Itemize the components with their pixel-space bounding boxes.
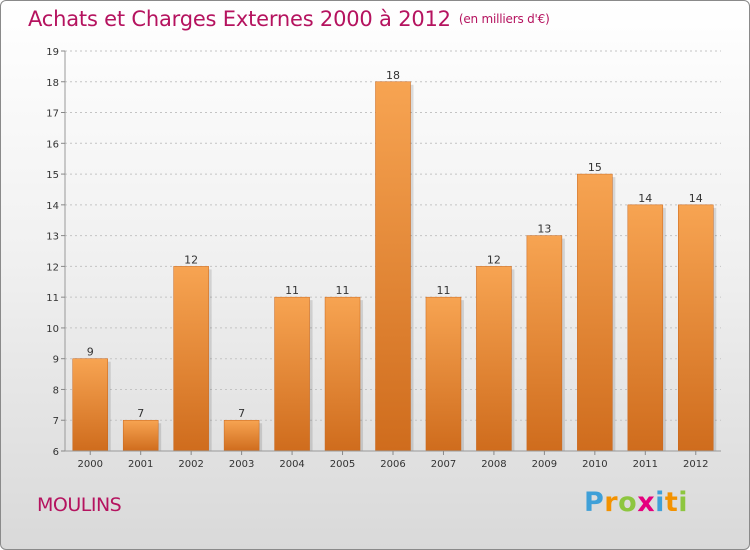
- data-label-2005: 11: [336, 284, 350, 297]
- logo-letter: o: [618, 487, 638, 518]
- x-tick-label-2004: 2004: [279, 459, 304, 470]
- y-tick-label: 9: [53, 355, 59, 366]
- data-label-2000: 9: [87, 346, 94, 359]
- logo-letter: r: [604, 487, 619, 518]
- y-tick-label: 11: [46, 293, 59, 304]
- data-label-2006: 18: [386, 69, 400, 82]
- y-tick-label: 14: [46, 201, 59, 212]
- logo-letter: x: [637, 487, 656, 518]
- data-label-2011: 14: [638, 192, 652, 205]
- y-tick-label: 17: [46, 109, 59, 120]
- bar-2009: [526, 235, 563, 452]
- chart-unit: (en milliers d'€): [458, 12, 550, 26]
- y-tick-label: 19: [46, 47, 59, 58]
- data-label-2012: 14: [689, 192, 703, 205]
- x-tick-label-2003: 2003: [229, 459, 254, 470]
- chart-title: Achats et Charges Externes 2000 à 2012 (e…: [28, 7, 550, 31]
- logo-letter: t: [664, 487, 679, 518]
- data-label-2009: 13: [537, 223, 551, 236]
- data-label-2001: 7: [137, 407, 144, 420]
- bar-2007: [425, 296, 462, 452]
- y-tick-label: 8: [53, 385, 59, 396]
- x-tick-label-2009: 2009: [532, 459, 557, 470]
- bar-2001: [122, 419, 159, 452]
- x-tick-label-2002: 2002: [178, 459, 203, 470]
- logo-letter: i: [655, 487, 665, 518]
- x-tick-label-2000: 2000: [78, 459, 103, 470]
- x-tick-label-2008: 2008: [481, 459, 506, 470]
- data-label-2008: 12: [487, 253, 501, 266]
- x-tick-label-2005: 2005: [330, 459, 355, 470]
- data-label-2004: 11: [285, 284, 299, 297]
- bar-2008: [476, 266, 512, 452]
- y-tick-label: 10: [46, 324, 59, 335]
- logo-letter: i: [678, 487, 689, 518]
- bar-2002: [173, 266, 209, 452]
- data-label-2003: 7: [238, 407, 245, 420]
- y-axis: 6 7 8 9 10 11 12 13 14 15 16 17 18 19: [46, 47, 66, 458]
- y-tick-label: 12: [46, 262, 59, 273]
- chart-title-text: Achats et Charges Externes 2000 à 2012: [28, 7, 451, 31]
- data-label-2010: 15: [588, 161, 602, 174]
- logo-letter: P: [584, 487, 605, 518]
- data-label-2007: 11: [436, 284, 450, 297]
- data-label-2002: 12: [184, 253, 198, 266]
- bar-2000: [72, 358, 108, 452]
- bar-2004: [274, 296, 310, 452]
- y-tick-label: 7: [53, 416, 59, 427]
- y-tick-label: 18: [46, 78, 59, 89]
- bar-2012: [678, 204, 714, 452]
- x-tick-label-2010: 2010: [582, 459, 607, 470]
- y-tick-label: 15: [46, 170, 59, 181]
- y-tick-label: 13: [46, 232, 59, 243]
- bar-2010: [577, 173, 613, 452]
- y-tick-label: 16: [46, 139, 59, 150]
- x-tick-label-2006: 2006: [380, 459, 405, 470]
- x-tick-label-2011: 2011: [633, 459, 658, 470]
- commune-name: MOULINS: [37, 494, 122, 516]
- x-axis: 2000 2001 2002 2003 2004 2005 2006 2007 2008 2009…: [65, 450, 721, 470]
- x-tick-label-2001: 2001: [128, 459, 153, 470]
- x-tick-label-2012: 2012: [683, 459, 708, 470]
- proxiti-logo: Proxiti: [584, 487, 688, 518]
- bar-2006: [375, 81, 411, 452]
- y-tick-label: 6: [53, 447, 59, 458]
- bars: 9 7 12 7 11 11 18 11 12 13 15 14 14: [72, 69, 717, 452]
- bar-2005: [324, 296, 361, 452]
- bar-2011: [627, 204, 664, 452]
- x-tick-label-2007: 2007: [431, 459, 456, 470]
- bar-2003: [223, 419, 260, 452]
